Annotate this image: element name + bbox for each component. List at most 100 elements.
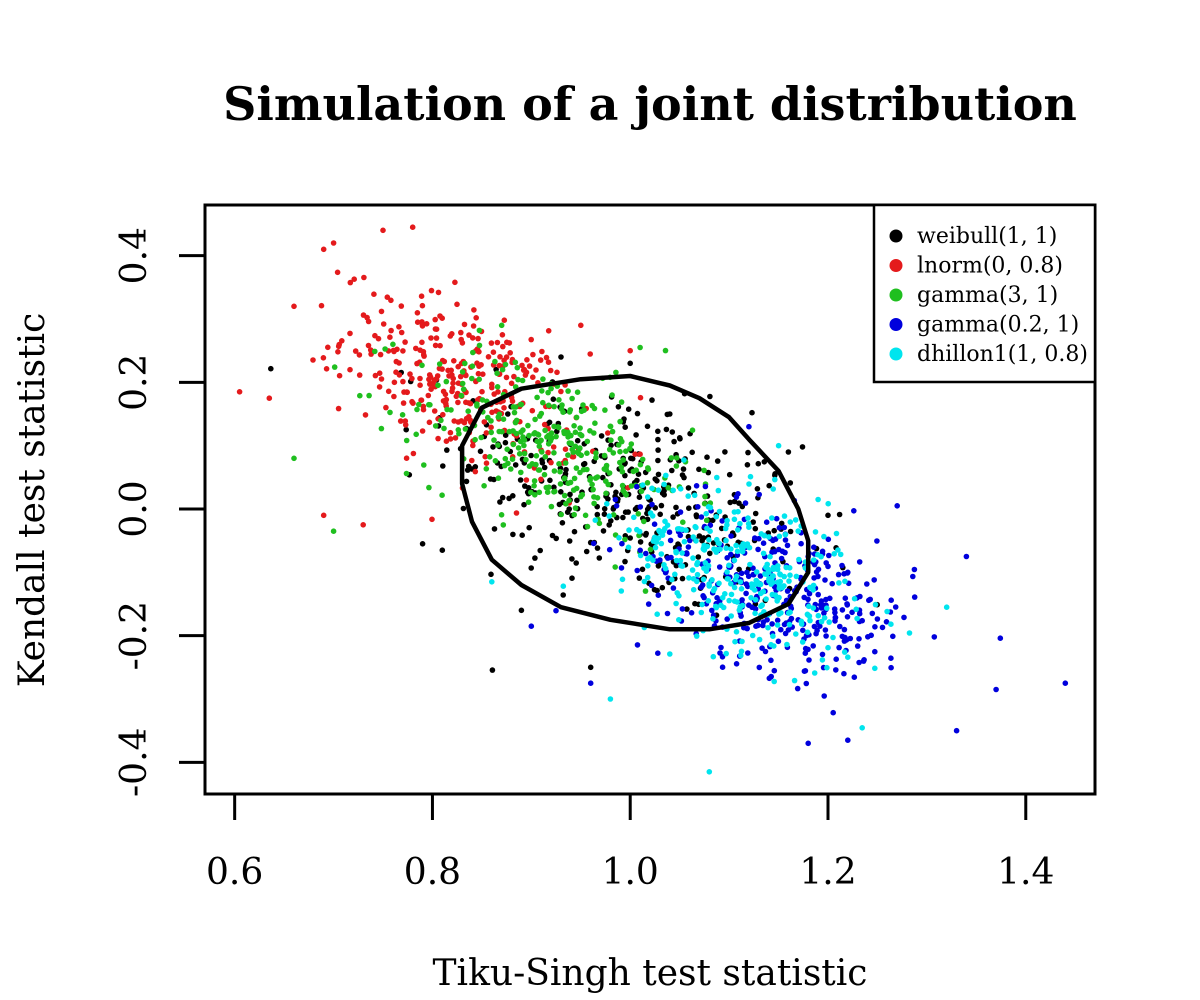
point-series-0 [673, 504, 679, 511]
point-series-1 [383, 404, 389, 411]
point-series-4 [770, 633, 776, 639]
point-series-2 [494, 370, 500, 377]
point-series-4 [737, 579, 744, 585]
point-series-4 [872, 601, 879, 608]
point-series-3 [851, 674, 858, 680]
point-series-2 [551, 450, 557, 456]
point-series-3 [888, 597, 894, 603]
point-series-1 [452, 279, 458, 286]
point-series-0 [745, 449, 751, 456]
point-series-2 [665, 485, 671, 491]
point-series-2 [443, 378, 450, 385]
legend: weibull(1, 1) lnorm(0, 0.8) gamma(3, 1) gam… [872, 203, 1097, 384]
point-series-2 [481, 483, 487, 489]
point-series-3 [687, 537, 693, 544]
point-series-3 [860, 658, 867, 664]
point-series-2 [617, 418, 623, 425]
point-series-0 [558, 354, 564, 360]
point-series-0 [606, 522, 612, 528]
point-series-3 [685, 544, 692, 550]
point-series-4 [709, 577, 715, 583]
point-series-1 [434, 373, 441, 379]
point-series-3 [670, 585, 677, 591]
point-series-0 [670, 514, 676, 520]
point-series-2 [419, 362, 425, 369]
point-series-1 [334, 269, 341, 276]
point-series-1 [365, 342, 372, 349]
point-series-2 [619, 482, 626, 489]
point-series-1 [376, 384, 383, 390]
point-series-1 [511, 373, 517, 380]
point-series-0 [517, 477, 524, 483]
point-series-2 [492, 458, 499, 464]
point-series-1 [437, 342, 443, 349]
point-series-1 [380, 321, 387, 327]
point-series-0 [718, 525, 725, 532]
point-series-1 [418, 397, 425, 404]
point-series-3 [769, 621, 775, 627]
point-series-2 [291, 455, 297, 462]
point-series-1 [378, 376, 385, 382]
point-series-3 [645, 601, 652, 607]
point-series-4 [754, 579, 761, 586]
point-series-4 [713, 513, 720, 520]
point-series-2 [680, 519, 686, 525]
point-series-2 [609, 392, 615, 398]
point-series-2 [537, 438, 543, 445]
point-series-3 [819, 548, 826, 555]
point-series-2 [439, 492, 445, 499]
point-series-3 [750, 565, 756, 571]
point-series-3 [746, 423, 752, 430]
point-series-3 [764, 617, 770, 623]
point-series-4 [851, 595, 858, 602]
point-series-4 [720, 604, 727, 611]
point-series-4 [811, 557, 817, 563]
point-series-0 [707, 550, 713, 557]
data-points [236, 224, 1069, 775]
point-series-3 [806, 657, 812, 663]
point-series-2 [615, 442, 622, 448]
point-series-0 [583, 548, 590, 555]
point-series-4 [786, 621, 793, 628]
point-series-3 [655, 592, 662, 598]
point-series-1 [400, 348, 406, 354]
point-series-4 [728, 591, 735, 598]
point-series-2 [584, 523, 591, 530]
point-series-3 [817, 623, 823, 629]
point-series-0 [528, 565, 534, 571]
point-series-0 [754, 486, 761, 492]
point-series-1 [419, 339, 425, 346]
point-series-2 [492, 358, 498, 365]
point-series-4 [607, 696, 614, 702]
point-series-4 [854, 615, 860, 622]
point-series-0 [505, 411, 511, 417]
point-series-4 [711, 546, 717, 552]
point-series-2 [495, 442, 501, 448]
point-series-2 [542, 454, 549, 460]
point-series-4 [732, 638, 738, 645]
point-series-3 [756, 664, 763, 671]
point-series-1 [469, 457, 475, 464]
point-series-2 [603, 490, 609, 497]
point-series-2 [510, 441, 517, 448]
point-series-2 [496, 411, 503, 418]
point-series-4 [731, 557, 738, 564]
point-series-0 [657, 511, 663, 518]
point-series-1 [605, 430, 611, 436]
point-series-4 [796, 556, 802, 563]
point-series-2 [526, 432, 532, 439]
point-series-1 [410, 450, 417, 457]
point-series-4 [667, 651, 673, 657]
point-series-2 [569, 395, 575, 402]
point-series-4 [781, 583, 787, 589]
legend-label: gamma(3, 1) [917, 283, 1058, 308]
point-series-1 [393, 358, 400, 365]
point-series-4 [769, 591, 776, 598]
point-series-2 [590, 486, 596, 493]
point-series-3 [815, 566, 822, 573]
point-series-2 [593, 454, 599, 461]
point-series-4 [793, 573, 800, 580]
point-series-2 [476, 327, 483, 334]
point-series-2 [479, 397, 486, 403]
point-series-0 [693, 513, 700, 520]
